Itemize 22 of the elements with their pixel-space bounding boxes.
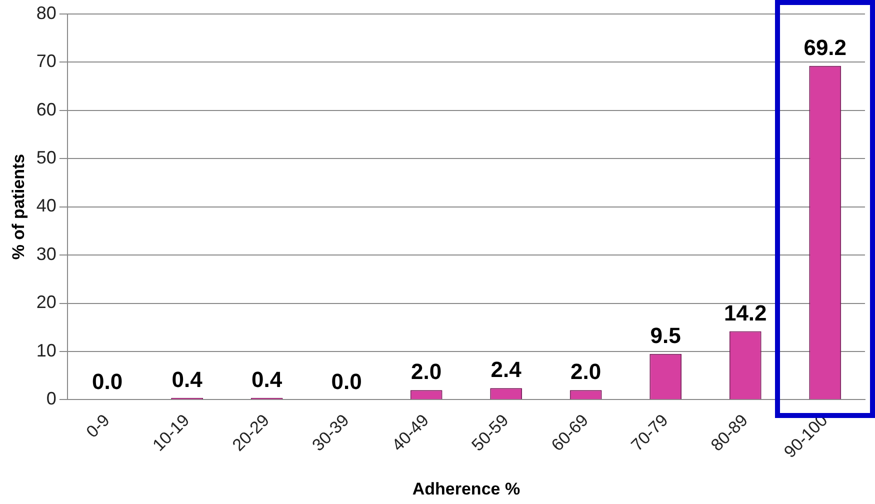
y-tick-label: 80 (36, 2, 56, 23)
data-label: 9.5 (650, 322, 681, 348)
data-label: 0.4 (252, 366, 283, 392)
x-tick-label: 0-9 (82, 410, 114, 442)
data-label: 0.4 (172, 366, 204, 392)
data-label: 0.0 (331, 368, 362, 394)
y-tick-label: 0 (46, 388, 56, 409)
y-tick-label: 70 (36, 51, 56, 72)
y-tick-label: 30 (36, 244, 56, 264)
y-tick-label: 60 (36, 99, 56, 120)
y-axis-title: % of patients (8, 154, 28, 260)
y-tick-label: 20 (36, 292, 56, 312)
data-label: 0.0 (92, 368, 123, 394)
data-label: 69.2 (804, 34, 847, 60)
data-label: 14.2 (724, 300, 767, 326)
y-tick-label: 10 (36, 340, 56, 360)
y-tick-label: 40 (36, 196, 56, 216)
y-tick-label: 50 (36, 148, 56, 168)
data-label: 2.0 (411, 359, 442, 384)
x-axis-title: Adherence % (412, 479, 520, 498)
data-label: 2.0 (570, 359, 602, 384)
data-label: 2.4 (490, 357, 522, 382)
